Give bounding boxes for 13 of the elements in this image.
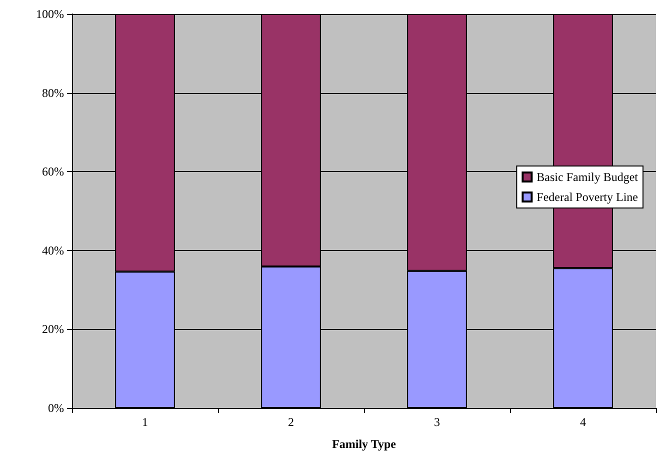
y-tick-label: 100% xyxy=(36,7,64,21)
legend-label: Basic Family Budget xyxy=(536,170,639,184)
x-tick-label: 3 xyxy=(434,415,440,429)
y-tick-label: 0% xyxy=(48,401,64,415)
y-tick-label: 60% xyxy=(42,164,64,179)
x-axis-title: Family Type xyxy=(332,437,397,451)
x-tick-label: 1 xyxy=(142,415,148,429)
x-tick-label: 4 xyxy=(580,415,586,429)
x-tick-label: 2 xyxy=(288,415,294,429)
y-tick-label: 80% xyxy=(42,86,64,100)
legend-label: Federal Poverty Line xyxy=(536,190,638,204)
y-tick-label: 20% xyxy=(42,322,64,336)
y-tick-label: 40% xyxy=(42,243,64,258)
